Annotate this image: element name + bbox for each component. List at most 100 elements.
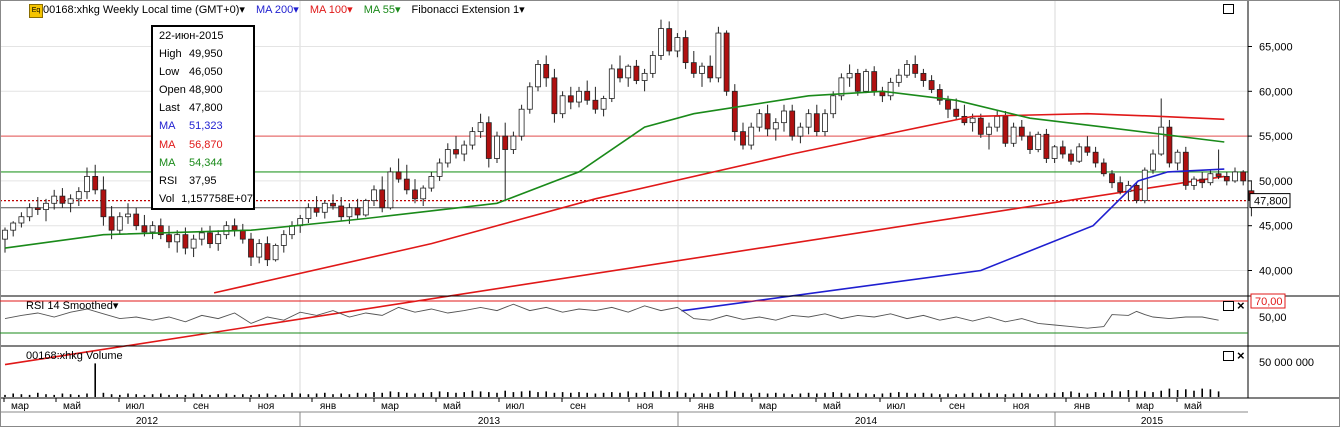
candle-body: [444, 149, 451, 164]
candle: [977, 113, 984, 138]
candle: [608, 64, 615, 103]
candle: [699, 62, 705, 87]
legend-ma200[interactable]: MA 200▾: [255, 4, 299, 16]
candle-body: [371, 189, 377, 202]
chevron-down-icon: ▾: [347, 4, 353, 16]
month-label: май: [63, 401, 81, 412]
year-label: 2012: [136, 416, 159, 427]
candle-body: [986, 126, 992, 135]
candle: [567, 86, 574, 110]
candle: [1100, 158, 1107, 177]
candle: [387, 167, 394, 210]
price-tick-label: 50,000: [1259, 176, 1293, 188]
tooltip-value: 49,950: [189, 48, 223, 61]
maximize-main-pane-icon[interactable]: [1223, 4, 1234, 14]
candle: [526, 82, 533, 114]
candle-body: [830, 95, 837, 115]
legend-fibonacci[interactable]: Fibonacci Extension 1▾: [411, 4, 525, 16]
candle-body: [969, 117, 976, 124]
candle-body: [863, 71, 869, 92]
candle: [1043, 128, 1050, 163]
equity-icon[interactable]: Eq: [29, 4, 43, 18]
candle: [453, 136, 459, 159]
candle-body: [1076, 146, 1083, 162]
candle-body: [1059, 146, 1066, 155]
chevron-down-icon: ▾: [519, 4, 525, 16]
candle: [740, 122, 746, 150]
close-volume-pane-icon[interactable]: ×: [1237, 348, 1245, 363]
candle: [1166, 119, 1173, 168]
chevron-down-icon: ▾: [394, 4, 401, 16]
legend-ma55[interactable]: MA 55▾: [363, 4, 401, 16]
candle: [936, 84, 943, 105]
candle: [444, 143, 451, 168]
candle-body: [1018, 126, 1025, 137]
candle-body: [346, 207, 353, 218]
candlestick-series: [2, 19, 1255, 267]
candle: [772, 118, 779, 141]
candle-body: [10, 222, 17, 231]
tooltip-value: 46,050: [189, 66, 223, 79]
candle: [1109, 170, 1115, 189]
candle-body: [535, 64, 541, 88]
legend-ma100[interactable]: MA 100▾: [309, 4, 353, 16]
candle-body: [412, 189, 418, 200]
symbol-title[interactable]: 00168:xhkg Weekly Local time (GMT+0): [43, 4, 240, 16]
candle-body: [133, 213, 140, 227]
candle: [961, 104, 968, 126]
candle: [166, 225, 172, 249]
candle-body: [633, 65, 640, 81]
tooltip-value: 51,323: [189, 120, 223, 133]
candle-body: [1117, 182, 1124, 193]
month-label: мар: [1136, 401, 1154, 412]
candle: [305, 203, 312, 224]
candle-body: [1002, 115, 1009, 144]
month-label: ноя: [637, 401, 654, 412]
tooltip-row: RSI 37,95: [153, 172, 253, 190]
candle: [854, 68, 861, 96]
candle: [748, 122, 755, 150]
candle: [920, 68, 927, 87]
tooltip-key: MA: [159, 138, 176, 151]
tooltip-key: Low: [159, 66, 180, 79]
candle: [1191, 176, 1197, 190]
candle-body: [18, 216, 25, 224]
chevron-down-icon[interactable]: ▾: [239, 4, 245, 16]
close-rsi-pane-icon[interactable]: ×: [1237, 298, 1245, 313]
candle-body: [912, 64, 919, 74]
candle-body: [256, 243, 263, 258]
price-tick-label: 55,000: [1259, 131, 1293, 143]
volume-tick-label: 50 000 000: [1259, 357, 1314, 369]
candle: [928, 75, 935, 94]
candle: [207, 225, 213, 249]
candle: [822, 109, 828, 137]
candle-body: [321, 202, 328, 213]
candle-body: [707, 65, 714, 79]
candle: [879, 86, 886, 103]
candle-body: [1191, 178, 1197, 186]
candle-body: [26, 207, 33, 218]
candle-body: [854, 72, 861, 92]
rsi-pane-title[interactable]: RSI 14 Smoothed▾: [26, 300, 119, 312]
candle-body: [625, 65, 632, 79]
candle: [863, 68, 869, 94]
candle-body: [764, 113, 771, 130]
candle-body: [543, 64, 550, 79]
candle: [707, 55, 714, 83]
maximize-volume-pane-icon[interactable]: [1223, 351, 1234, 361]
candle: [682, 30, 689, 69]
candle: [1199, 171, 1206, 189]
candle: [1182, 146, 1189, 190]
candle-body: [1092, 151, 1099, 164]
tooltip-value: 48,900: [189, 84, 223, 97]
rsi-pane: 70,00 50,00: [0, 293, 1287, 334]
candle: [543, 55, 550, 87]
main-pane-legend: 00168:xhkg Weekly Local time (GMT+0)▾ MA…: [43, 3, 525, 16]
candle: [379, 176, 386, 213]
candle: [272, 243, 279, 262]
candle: [321, 200, 328, 219]
candle-body: [945, 99, 951, 110]
candle-body: [338, 205, 345, 218]
maximize-rsi-pane-icon[interactable]: [1223, 301, 1234, 311]
candle-body: [477, 122, 484, 133]
